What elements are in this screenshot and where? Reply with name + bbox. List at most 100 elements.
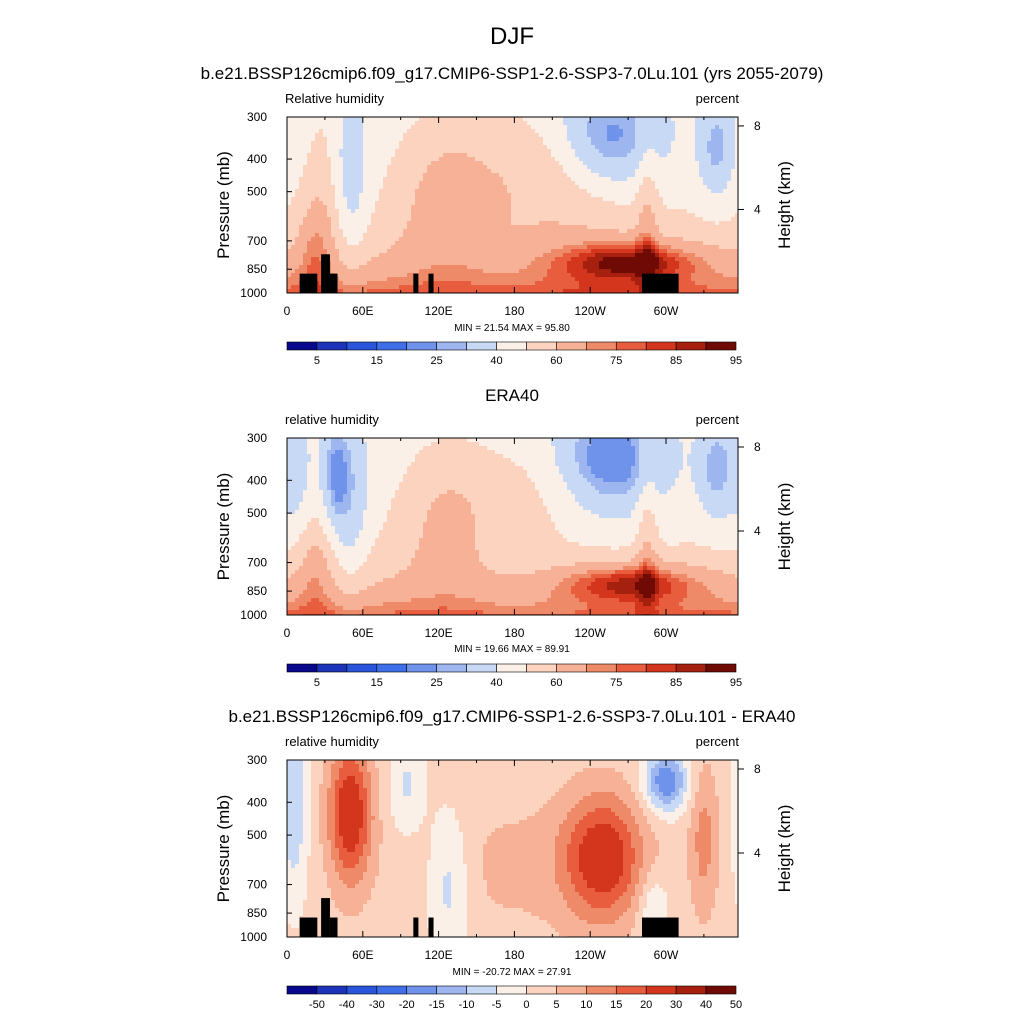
colorbar-swatch [286, 341, 318, 351]
y-tick-label: 1000 [240, 930, 267, 944]
y-axis-title: Pressure (mb) [214, 473, 233, 581]
colorbar-label: 75 [610, 355, 622, 367]
colorbar-swatch [436, 341, 467, 351]
y-tick-label: 400 [247, 152, 267, 166]
plot-frame [286, 116, 739, 294]
land-mask [299, 254, 679, 293]
topography-block [299, 917, 318, 937]
y-tick-label: 300 [247, 431, 267, 445]
colorbar: 5 15 25 40 60 75 85 95 [286, 663, 742, 689]
colorbar-swatch [466, 341, 497, 351]
topography-block [329, 273, 338, 293]
plot-frame [286, 759, 739, 938]
colorbar-label: 40 [700, 999, 712, 1011]
panel-3: b.e21.BSSP126cmip6.f09_g17.CMIP6-SSP1-2.… [214, 707, 796, 1011]
y-tick-label: 300 [247, 753, 267, 767]
colorbar-swatch [376, 985, 408, 995]
topography-block [299, 273, 318, 293]
y-tick-label: 700 [247, 234, 267, 248]
colorbar-label: 10 [580, 999, 592, 1011]
y2-tick-label: 8 [754, 440, 761, 454]
colorbar-label: -20 [399, 999, 415, 1011]
x-tick-label: 60W [654, 948, 679, 962]
units-label: percent [696, 412, 740, 427]
colorbar-swatch [376, 341, 408, 351]
y-tick-label: 850 [247, 906, 267, 920]
colorbar-swatch [316, 341, 348, 351]
y2-tick-label: 4 [754, 202, 761, 216]
panel-title: b.e21.BSSP126cmip6.f09_g17.CMIP6-SSP1-2.… [228, 707, 795, 726]
colorbar-label: 60 [550, 355, 562, 367]
colorbar-swatch [586, 985, 617, 995]
variable-label: Relative humidity [285, 91, 384, 106]
colorbar-swatch [466, 663, 497, 673]
colorbar-label: 50 [730, 999, 742, 1011]
colorbar-label: 15 [371, 355, 383, 367]
y-tick-label: 1000 [240, 286, 267, 300]
units-label: percent [696, 91, 740, 106]
panel-title: b.e21.BSSP126cmip6.f09_g17.CMIP6-SSP1-2.… [201, 64, 824, 83]
colorbar-label: 30 [670, 999, 682, 1011]
y-tick-label: 500 [247, 828, 267, 842]
y-tick-label: 1000 [240, 608, 267, 622]
colorbar: -50 -40 -30 -20 -15 -10 -5 0 5 10 15 20 30 40 50 [286, 985, 742, 1011]
y-tick-label: 850 [247, 584, 267, 598]
y-tick-label: 850 [247, 262, 267, 276]
topography-block [428, 273, 434, 293]
colorbar-label: -30 [369, 999, 385, 1011]
colorbar-swatch [286, 663, 318, 673]
colorbar-label: -50 [309, 999, 325, 1011]
colorbar-label: 40 [490, 355, 502, 367]
colorbar-swatch [406, 341, 437, 351]
colorbar-swatch [556, 663, 587, 673]
topography-block [321, 254, 330, 293]
colorbar-label: 40 [490, 677, 502, 689]
colorbar-swatch [705, 663, 737, 673]
colorbar-swatch [705, 985, 737, 995]
colorbar-swatch [526, 663, 557, 673]
contour-field [287, 760, 739, 938]
topography-block [641, 917, 679, 937]
x-tick-label: 120W [575, 948, 607, 962]
topography-block [329, 917, 338, 937]
colorbar-swatch [436, 985, 467, 995]
contour-field [287, 438, 739, 616]
colorbar-swatch [376, 663, 408, 673]
panel-1: b.e21.BSSP126cmip6.f09_g17.CMIP6-SSP1-2.… [201, 64, 824, 367]
units-label: percent [696, 734, 740, 749]
x-tick-label: 180 [504, 626, 524, 640]
x-tick-label: 120E [425, 948, 453, 962]
topography-block [641, 273, 679, 293]
colorbar-label: 5 [314, 355, 320, 367]
colorbar-label: 85 [670, 677, 682, 689]
colorbar-swatch [496, 985, 527, 995]
colorbar-swatch [615, 985, 647, 995]
colorbar-label: 20 [640, 999, 652, 1011]
colorbar-swatch [675, 663, 707, 673]
x-tick-label: 0 [284, 304, 291, 318]
variable-label: relative humidity [285, 412, 379, 427]
y-tick-label: 700 [247, 556, 267, 570]
y2-axis-title: Height (km) [775, 161, 794, 249]
y-tick-label: 400 [247, 795, 267, 809]
topography-block [428, 917, 434, 937]
y2-tick-label: 8 [754, 762, 761, 776]
colorbar-label: -15 [429, 999, 445, 1011]
y-axis-title: Pressure (mb) [214, 151, 233, 259]
colorbar-swatch [615, 341, 647, 351]
colorbar-swatch [286, 985, 318, 995]
y-tick-label: 500 [247, 506, 267, 520]
colorbar-label: 75 [610, 677, 622, 689]
colorbar-swatch [586, 341, 617, 351]
colorbar-swatch [346, 663, 378, 673]
figure-title: DJF [490, 23, 534, 50]
colorbar-swatch [645, 663, 677, 673]
colorbar-swatch [586, 663, 617, 673]
y-tick-label: 400 [247, 473, 267, 487]
min-max-label: MIN = -20.72 MAX = 27.91 [453, 967, 572, 978]
colorbar-label: -5 [492, 999, 502, 1011]
colorbar-swatch [675, 985, 707, 995]
x-tick-label: 60W [654, 626, 679, 640]
x-tick-label: 0 [284, 626, 291, 640]
